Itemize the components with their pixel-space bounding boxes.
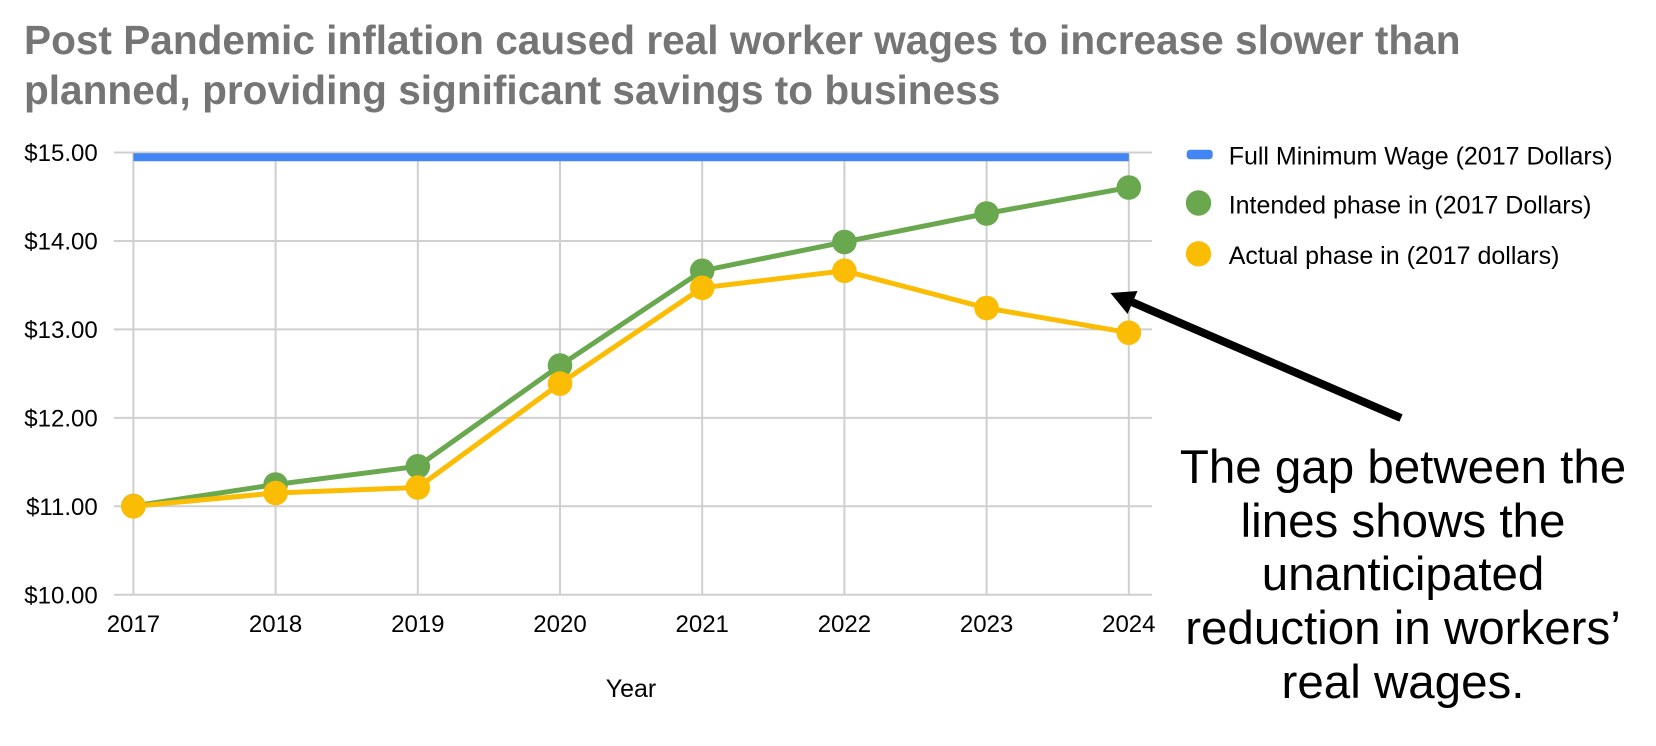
svg-text:2017: 2017: [107, 611, 160, 638]
svg-text:2020: 2020: [533, 611, 586, 638]
svg-text:$13.00: $13.00: [24, 317, 97, 344]
svg-text:$11.00: $11.00: [26, 494, 98, 521]
svg-text:Full Minimum Wage (2017 Dollar: Full Minimum Wage (2017 Dollars): [1229, 143, 1613, 171]
svg-text:2024: 2024: [1102, 611, 1155, 638]
svg-text:$15.00: $15.00: [24, 140, 97, 167]
svg-text:$12.00: $12.00: [24, 406, 97, 433]
svg-text:Year: Year: [606, 675, 657, 703]
svg-text:2021: 2021: [676, 611, 729, 638]
svg-text:2023: 2023: [960, 611, 1013, 638]
svg-text:2022: 2022: [818, 611, 871, 638]
svg-text:2018: 2018: [249, 611, 302, 638]
svg-text:$10.00: $10.00: [24, 582, 97, 609]
svg-text:Intended phase in (2017 Dollar: Intended phase in (2017 Dollars): [1229, 192, 1592, 220]
svg-text:2019: 2019: [391, 611, 444, 638]
svg-text:Actual phase in (2017 dollars): Actual phase in (2017 dollars): [1229, 242, 1560, 270]
svg-text:$14.00: $14.00: [24, 229, 97, 256]
